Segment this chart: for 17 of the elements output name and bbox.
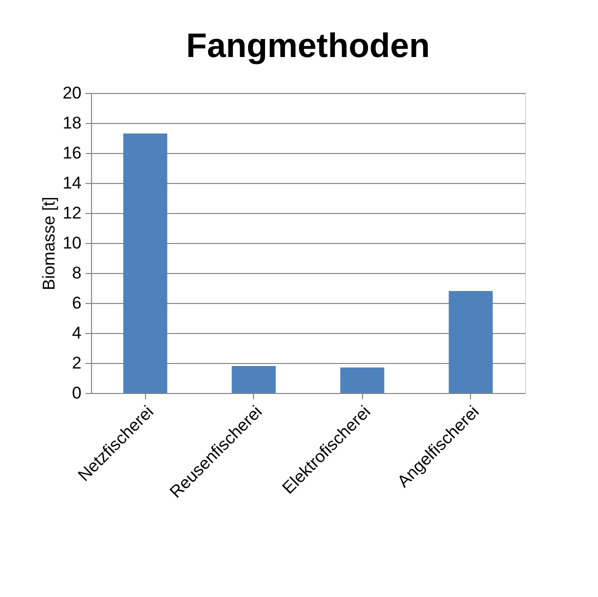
chart-title: Fangmethoden [186,27,430,65]
y-tick-label: 18 [62,114,82,132]
y-tick-label: 4 [72,324,82,342]
y-tick-label: 8 [72,264,82,282]
y-tick-label: 12 [62,204,82,222]
y-tick-label: 0 [72,384,82,402]
y-tick-label: 20 [62,84,82,102]
bar [340,368,384,393]
y-axis-title: Biomasse [t] [40,196,59,290]
bar [448,291,493,393]
y-tick-label: 6 [72,294,82,312]
y-tick-label: 16 [62,144,82,162]
bar [232,366,276,393]
bar [123,134,168,393]
y-tick-label: 14 [62,174,82,192]
y-tick-label: 2 [72,354,82,372]
y-tick-label: 10 [62,234,82,252]
